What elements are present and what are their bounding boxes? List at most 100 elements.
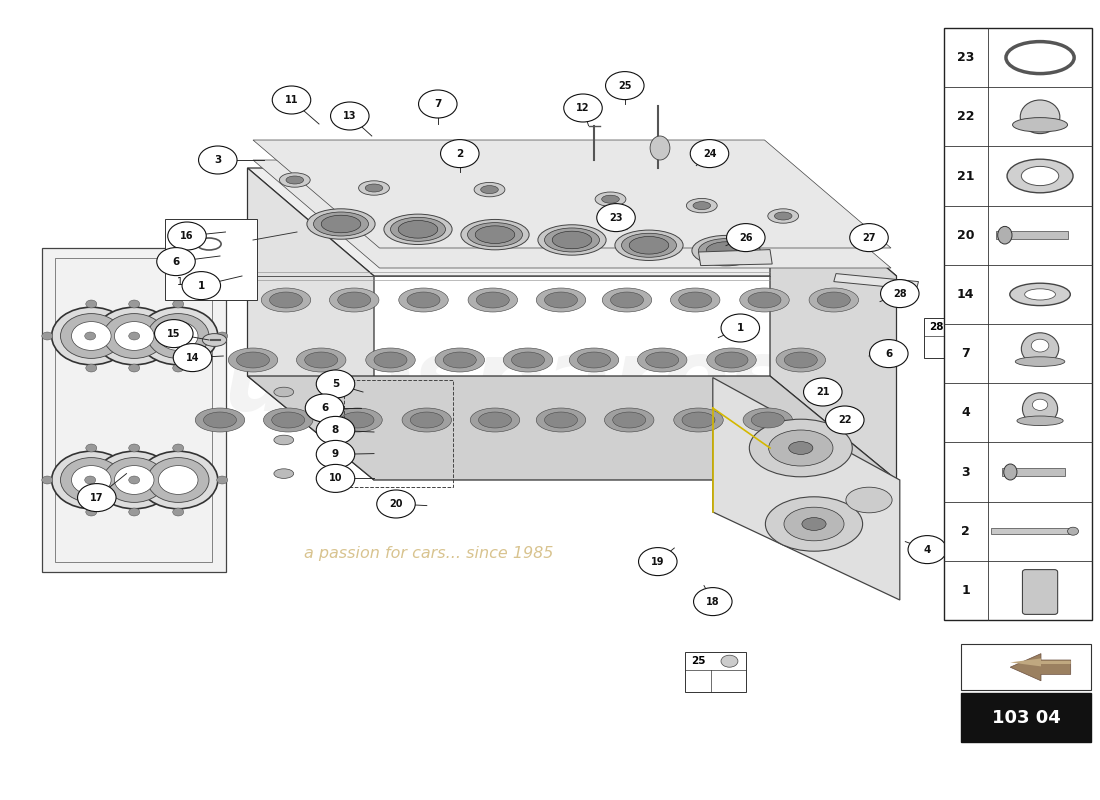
Ellipse shape	[720, 655, 738, 667]
Ellipse shape	[802, 518, 826, 530]
Text: 21: 21	[957, 170, 975, 182]
Text: 24: 24	[703, 149, 716, 158]
Text: 16: 16	[175, 230, 186, 239]
Ellipse shape	[784, 507, 844, 541]
Circle shape	[173, 476, 184, 484]
Circle shape	[418, 90, 458, 118]
Ellipse shape	[262, 288, 310, 312]
Ellipse shape	[1010, 283, 1070, 306]
Text: 22: 22	[957, 110, 975, 123]
Circle shape	[317, 440, 354, 468]
Ellipse shape	[650, 136, 670, 160]
Ellipse shape	[776, 348, 825, 372]
Text: 3: 3	[961, 466, 970, 478]
Ellipse shape	[436, 348, 485, 372]
Ellipse shape	[1021, 100, 1059, 134]
Ellipse shape	[1008, 159, 1072, 193]
Circle shape	[722, 314, 760, 342]
Text: 11: 11	[285, 95, 298, 105]
Circle shape	[825, 406, 865, 434]
Circle shape	[85, 476, 96, 484]
Circle shape	[330, 102, 370, 130]
Ellipse shape	[682, 412, 715, 428]
Circle shape	[86, 444, 97, 452]
Circle shape	[129, 364, 140, 372]
Ellipse shape	[476, 292, 509, 308]
Ellipse shape	[1015, 357, 1065, 366]
Ellipse shape	[341, 412, 374, 428]
Ellipse shape	[706, 242, 746, 259]
Ellipse shape	[1032, 399, 1047, 410]
Circle shape	[72, 466, 111, 494]
Ellipse shape	[544, 228, 600, 252]
Text: 10: 10	[329, 474, 342, 483]
Ellipse shape	[692, 235, 760, 266]
Ellipse shape	[474, 182, 505, 197]
Circle shape	[60, 314, 122, 358]
Ellipse shape	[959, 321, 977, 333]
Ellipse shape	[766, 497, 862, 551]
Ellipse shape	[715, 352, 748, 368]
FancyBboxPatch shape	[990, 528, 1072, 534]
Text: 19: 19	[651, 557, 664, 566]
Text: 14: 14	[186, 353, 199, 362]
Ellipse shape	[461, 219, 529, 250]
Ellipse shape	[410, 412, 443, 428]
Text: 1: 1	[177, 278, 184, 287]
Ellipse shape	[615, 230, 683, 261]
Circle shape	[597, 204, 636, 232]
Circle shape	[114, 322, 154, 350]
Ellipse shape	[330, 288, 378, 312]
Ellipse shape	[613, 412, 646, 428]
Ellipse shape	[646, 352, 679, 368]
Circle shape	[173, 332, 184, 340]
Ellipse shape	[274, 469, 294, 478]
Ellipse shape	[307, 209, 375, 239]
Polygon shape	[248, 376, 896, 480]
Ellipse shape	[536, 408, 585, 432]
Circle shape	[77, 483, 117, 512]
Polygon shape	[253, 160, 891, 268]
Text: 14: 14	[957, 288, 975, 301]
Text: 2: 2	[961, 525, 970, 538]
Text: 5: 5	[332, 379, 339, 389]
Text: 1: 1	[961, 584, 970, 597]
Polygon shape	[253, 140, 891, 248]
Ellipse shape	[749, 419, 852, 477]
Ellipse shape	[270, 292, 302, 308]
Ellipse shape	[569, 348, 618, 372]
Circle shape	[86, 300, 97, 308]
Ellipse shape	[314, 212, 369, 236]
Ellipse shape	[637, 348, 686, 372]
Circle shape	[103, 314, 165, 358]
Ellipse shape	[1012, 118, 1067, 132]
Circle shape	[694, 587, 733, 616]
Text: 20: 20	[389, 499, 403, 509]
FancyBboxPatch shape	[944, 28, 1092, 620]
Ellipse shape	[481, 186, 498, 194]
Circle shape	[849, 223, 889, 251]
Ellipse shape	[236, 352, 270, 368]
Ellipse shape	[229, 348, 277, 372]
Ellipse shape	[202, 334, 227, 346]
Circle shape	[691, 139, 728, 167]
Ellipse shape	[365, 184, 383, 192]
Circle shape	[727, 223, 766, 251]
Ellipse shape	[338, 292, 371, 308]
Ellipse shape	[686, 198, 717, 213]
Polygon shape	[42, 248, 226, 572]
Ellipse shape	[196, 408, 244, 432]
Circle shape	[317, 370, 354, 398]
Ellipse shape	[769, 430, 833, 466]
Circle shape	[158, 322, 198, 350]
Ellipse shape	[605, 408, 653, 432]
Ellipse shape	[1021, 166, 1058, 186]
Ellipse shape	[595, 192, 626, 206]
Circle shape	[870, 339, 909, 367]
Circle shape	[440, 139, 478, 167]
Ellipse shape	[286, 176, 304, 184]
Circle shape	[156, 247, 196, 275]
Text: 18: 18	[706, 597, 719, 606]
Ellipse shape	[1016, 416, 1063, 426]
Circle shape	[173, 508, 184, 516]
